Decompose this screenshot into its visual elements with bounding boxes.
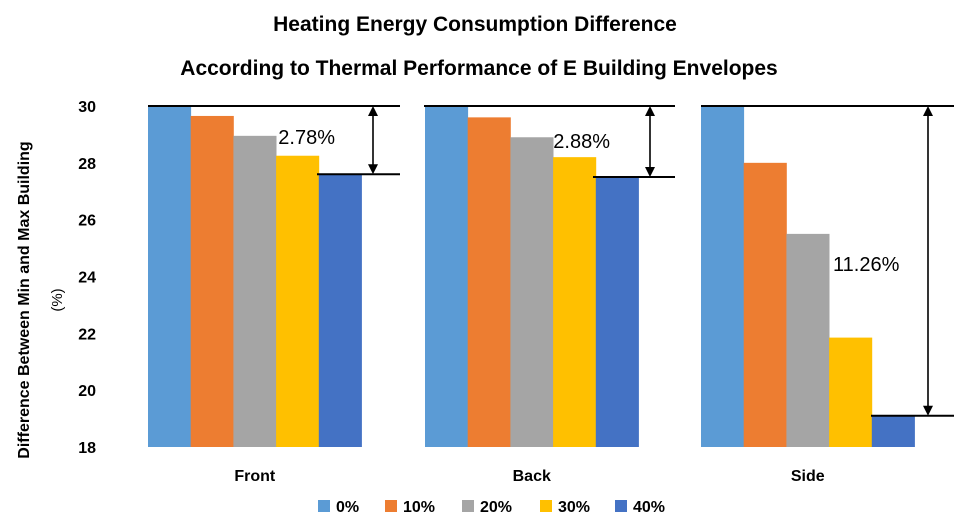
bar-front-30pct — [276, 155, 320, 447]
bars — [148, 106, 915, 448]
y-axis-ticks: 18 20 22 24 26 28 30 — [78, 99, 96, 457]
range-annotations: 2.78% 2.88% 11.26% — [148, 105, 954, 417]
chart-title-line-1: Heating Energy Consumption Difference — [273, 13, 677, 36]
x-tick-label-front: Front — [234, 468, 276, 485]
range-label-back: 2.88% — [553, 131, 610, 153]
bar-front-10pct — [190, 115, 234, 447]
bar-front-0pct — [148, 106, 192, 447]
range-label-front: 2.78% — [278, 127, 335, 149]
legend-swatch-20pct — [462, 500, 474, 512]
legend-label-20pct: 20% — [480, 499, 512, 516]
y-axis-title-line-1: Difference Between Min and Max Building — [16, 141, 33, 458]
y-tick-label-20: 20 — [78, 383, 96, 400]
y-tick-label-30: 30 — [78, 99, 96, 116]
legend-label-40pct: 40% — [633, 499, 665, 516]
legend-label-10pct: 10% — [403, 499, 435, 516]
x-tick-label-side: Side — [791, 468, 825, 485]
bar-front-20pct — [233, 135, 277, 447]
bar-back-10pct — [467, 117, 511, 447]
bar-side-30pct — [829, 337, 873, 447]
y-tick-label-22: 22 — [78, 326, 96, 343]
bar-side-0pct — [701, 106, 745, 447]
y-tick-label-18: 18 — [78, 440, 96, 457]
legend-swatch-0pct — [318, 500, 330, 512]
x-tick-label-back: Back — [513, 468, 551, 485]
legend: 0% 10% 20% 30% 40% — [318, 499, 665, 516]
legend-label-0pct: 0% — [336, 499, 359, 516]
y-tick-label-26: 26 — [78, 213, 96, 230]
y-tick-label-24: 24 — [78, 270, 96, 287]
bar-back-0pct — [425, 106, 469, 447]
chart-title: Heating Energy Consumption Difference Ac… — [180, 13, 777, 80]
bar-back-20pct — [510, 137, 554, 447]
y-axis-title: Difference Between Min and Max Building … — [16, 141, 66, 458]
bar-side-40pct — [871, 415, 915, 447]
legend-label-30pct: 30% — [558, 499, 590, 516]
y-tick-label-28: 28 — [78, 156, 96, 173]
legend-swatch-30pct — [540, 500, 552, 512]
range-label-side: 11.26% — [833, 254, 900, 276]
bar-back-40pct — [595, 177, 639, 447]
legend-swatch-40pct — [615, 500, 627, 512]
bar-front-40pct — [318, 174, 362, 447]
legend-swatch-10pct — [385, 500, 397, 512]
chart-title-line-2: According to Thermal Performance of E Bu… — [180, 57, 777, 80]
bar-back-30pct — [553, 157, 597, 447]
bar-side-10pct — [743, 162, 787, 448]
y-axis-title-line-2: (%) — [49, 288, 66, 311]
bar-side-20pct — [786, 233, 830, 447]
x-axis-labels: Front Back Side — [234, 468, 824, 485]
